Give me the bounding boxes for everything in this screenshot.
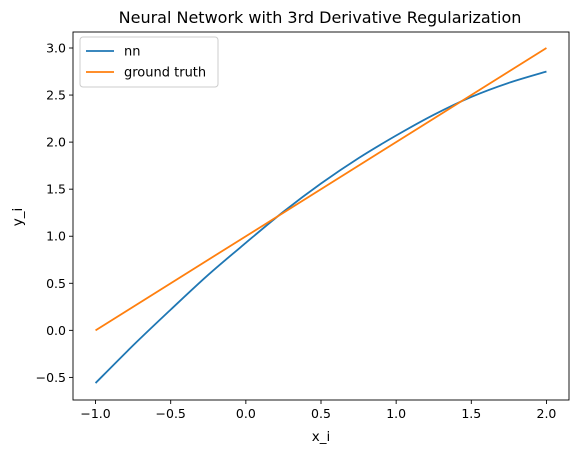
x-tick-label: 0.5 xyxy=(311,406,331,421)
legend-label-ground-truth: ground truth xyxy=(124,66,206,81)
x-tick-label: −1.0 xyxy=(80,406,110,421)
y-tick-label: −0.5 xyxy=(36,370,66,385)
x-tick-label: 1.5 xyxy=(461,406,481,421)
y-tick-label: 0.5 xyxy=(46,276,66,291)
x-tick-label: −0.5 xyxy=(156,406,186,421)
y-axis-label: y_i xyxy=(10,208,26,227)
y-tick-label: 3.0 xyxy=(46,41,66,56)
series-line-nn xyxy=(94,70,547,384)
x-tick-label: 2.0 xyxy=(537,406,557,421)
y-axis-ticks: −0.5 0.0 0.5 1.0 1.5 2.0 2.5 3.0 xyxy=(36,41,73,385)
legend-box xyxy=(79,36,219,88)
x-axis-ticks: −1.0 −0.5 0.0 0.5 1.0 1.5 2.0 xyxy=(80,400,556,421)
x-axis-label: x_i xyxy=(312,429,331,445)
y-tick-label: 2.0 xyxy=(46,135,66,150)
x-tick-label: 1.0 xyxy=(386,406,406,421)
chart-title: Neural Network with 3rd Derivative Regul… xyxy=(119,8,522,27)
x-tick-label: 0.0 xyxy=(236,406,256,421)
y-tick-label: 1.0 xyxy=(46,229,66,244)
legend: nn ground truth xyxy=(79,36,219,88)
y-tick-label: 2.5 xyxy=(46,88,66,103)
y-tick-label: 1.5 xyxy=(46,182,66,197)
legend-label-nn: nn xyxy=(124,45,140,60)
y-tick-label: 0.0 xyxy=(46,323,66,338)
series-layer xyxy=(94,47,547,384)
series-line-ground-truth xyxy=(95,47,547,332)
